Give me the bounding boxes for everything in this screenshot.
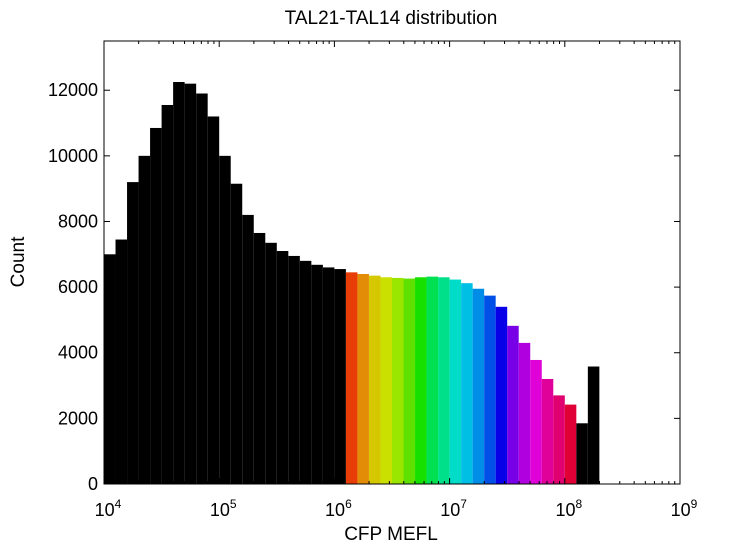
histogram-bar: [299, 260, 312, 484]
histogram-bar: [484, 295, 496, 484]
histogram-bar: [587, 366, 600, 484]
histogram-bar: [127, 182, 139, 484]
y-tick-label: 2000: [58, 408, 98, 428]
x-tick-label: 104: [95, 497, 122, 520]
x-tick-label: 109: [671, 497, 698, 520]
histogram-bar: [357, 273, 369, 484]
y-axis-label: Count: [8, 236, 29, 287]
histogram-bar: [138, 155, 151, 484]
histogram-bar: [380, 277, 392, 484]
x-axis-label: CFP MEFL: [344, 524, 438, 545]
histogram-bar: [104, 254, 116, 484]
histogram-bar: [449, 279, 462, 484]
x-tick-label: 108: [555, 497, 582, 520]
histogram-bar: [461, 283, 473, 484]
histogram-bar: [322, 267, 335, 484]
y-tick-label: 8000: [58, 211, 98, 231]
histogram-bar: [403, 278, 416, 484]
histogram-bar: [276, 251, 289, 484]
histogram-bar: [368, 275, 381, 484]
histogram-bar: [150, 127, 162, 485]
histogram-bar: [184, 83, 197, 484]
x-tick-label: 107: [440, 497, 467, 520]
histogram-bar: [115, 239, 128, 484]
histogram-bar: [553, 395, 565, 484]
x-tick-label: 106: [325, 497, 352, 520]
histogram-bar: [288, 255, 300, 484]
histogram-bar: [334, 269, 346, 484]
histogram-bar: [219, 155, 231, 484]
chart-title: TAL21-TAL14 distribution: [285, 8, 498, 29]
histogram-bar: [426, 276, 439, 484]
histogram-bar: [392, 277, 404, 484]
bars-group: [104, 82, 600, 485]
histogram-bar: [472, 288, 485, 484]
y-tick-label: 4000: [58, 343, 98, 363]
histogram-bar: [576, 423, 588, 484]
histogram-bar: [173, 82, 185, 485]
histogram-bar: [196, 93, 208, 484]
y-tick-label: 6000: [58, 277, 98, 297]
histogram-bar: [161, 104, 174, 485]
histogram-bar: [541, 378, 554, 484]
histogram-bar: [564, 404, 577, 484]
y-tick-label: 10000: [48, 146, 98, 166]
histogram-bar: [495, 306, 508, 484]
histogram-bar: [345, 272, 358, 484]
histogram-bar: [415, 277, 427, 484]
histogram-bar: [207, 116, 220, 484]
histogram-bar: [242, 214, 254, 485]
histogram-bar: [230, 183, 243, 485]
y-tick-label: 0: [88, 474, 98, 494]
x-tick-label: 105: [210, 497, 237, 520]
histogram-bar: [265, 242, 277, 484]
histogram-bar: [530, 359, 542, 484]
histogram-bar: [253, 232, 266, 484]
histogram-bar: [438, 277, 450, 484]
y-tick-label: 12000: [48, 80, 98, 100]
histogram-bar: [507, 325, 519, 484]
histogram-bar: [518, 342, 531, 484]
histogram-bar: [311, 264, 323, 484]
plot-frame: [103, 40, 681, 485]
